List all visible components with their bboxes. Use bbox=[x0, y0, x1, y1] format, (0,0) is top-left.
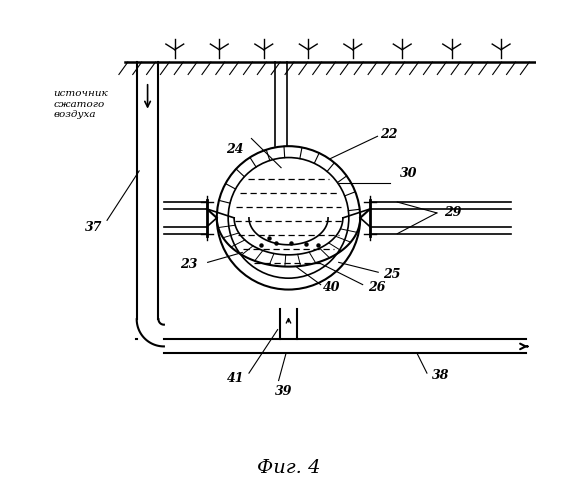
Text: 40: 40 bbox=[323, 280, 340, 293]
Text: 29: 29 bbox=[444, 206, 462, 220]
Text: 25: 25 bbox=[383, 268, 400, 281]
Text: 23: 23 bbox=[180, 258, 198, 272]
Text: 24: 24 bbox=[227, 144, 244, 156]
Text: 22: 22 bbox=[380, 128, 398, 141]
Text: 37: 37 bbox=[85, 222, 102, 234]
Text: 26: 26 bbox=[368, 280, 385, 293]
Text: Фиг. 4: Фиг. 4 bbox=[257, 460, 320, 477]
Text: 41: 41 bbox=[227, 372, 244, 384]
Text: 39: 39 bbox=[275, 386, 293, 398]
Text: 38: 38 bbox=[432, 369, 449, 382]
Text: 30: 30 bbox=[400, 167, 417, 180]
Text: источник
сжатого
воздуха: источник сжатого воздуха bbox=[54, 90, 108, 119]
